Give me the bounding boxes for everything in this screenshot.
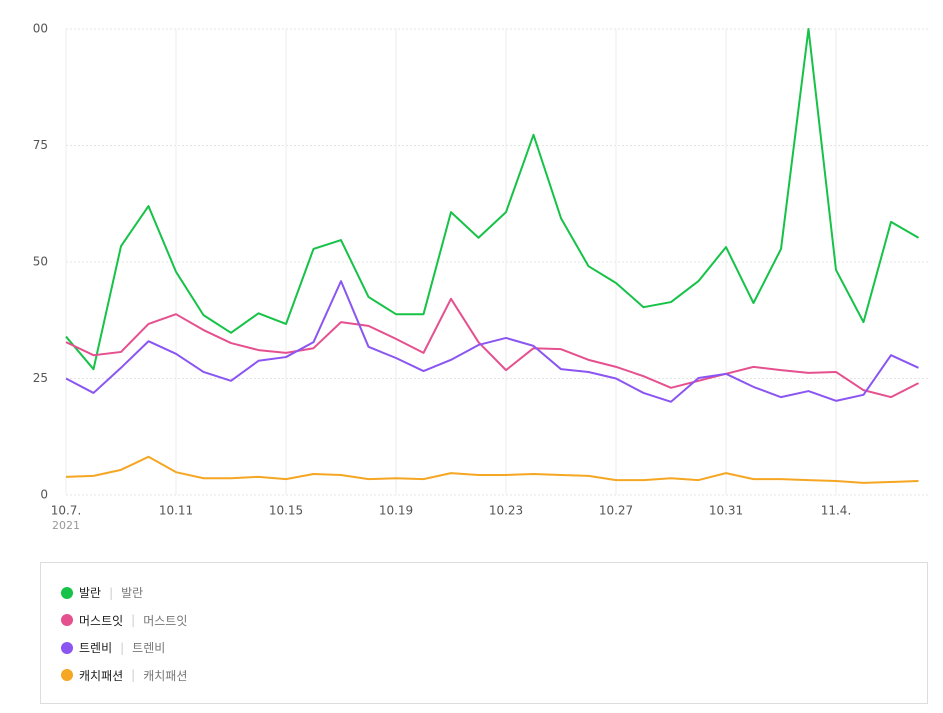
legend-separator: | (120, 640, 125, 655)
legend-item[interactable]: 발란 | 발란 (61, 579, 907, 607)
legend-swatch (61, 669, 73, 682)
x-tick-label: 10.19 (379, 504, 413, 518)
series-line (65, 297, 919, 399)
legend-item[interactable]: 머스트잇 | 머스트잇 (61, 607, 907, 635)
x-tick-label: 10.11 (159, 504, 193, 518)
legend-separator: | (131, 613, 136, 628)
series-line (65, 455, 919, 484)
chart: 0 25 50 75 00 10.7. 10.11 10.15 10.19 10.23 10.27 1… (33, 22, 930, 532)
legend-sublabel: 트렌비 (132, 641, 166, 656)
legend-sublabel: 캐치패션 (143, 668, 188, 683)
x-sublabel: 2021 (52, 519, 80, 532)
legend-label: 트렌비 (79, 641, 113, 656)
legend-swatch (61, 614, 73, 627)
legend-label: 머스트잇 (79, 613, 124, 628)
legend-label: 발란 (79, 586, 102, 601)
y-tick-label: 0 (40, 488, 48, 502)
series-line (65, 280, 919, 403)
y-tick-label: 00 (33, 22, 48, 36)
legend-swatch (61, 641, 73, 654)
y-tick-label: 50 (33, 255, 48, 269)
x-tick-label: 10.27 (599, 504, 633, 518)
legend-item[interactable]: 트렌비 | 트렌비 (61, 634, 907, 662)
x-tick-label: 10.15 (269, 504, 303, 518)
legend-swatch (61, 586, 73, 599)
legend-separator: | (109, 585, 114, 600)
y-tick-label: 75 (33, 138, 48, 152)
y-tick-label: 25 (33, 371, 48, 385)
x-tick-label: 10.23 (489, 504, 523, 518)
legend-label: 캐치패션 (79, 668, 124, 683)
legend-sublabel: 발란 (121, 586, 144, 601)
legend-sublabel: 머스트잇 (143, 613, 188, 628)
series-line (65, 28, 919, 371)
x-tick-label: 11.4. (821, 504, 852, 518)
x-tick-label: 10.7. (51, 504, 82, 518)
legend-separator: | (131, 668, 136, 683)
legend-item[interactable]: 캐치패션 | 캐치패션 (61, 662, 907, 690)
x-tick-label: 10.31 (709, 504, 743, 518)
